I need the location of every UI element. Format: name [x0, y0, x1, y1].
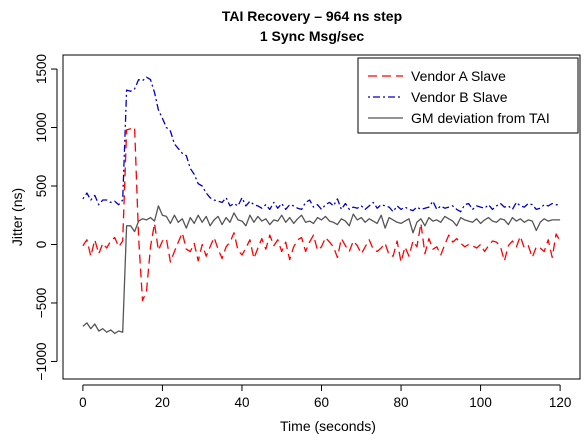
x-tick-label: 20	[155, 395, 170, 410]
x-tick-label: 60	[314, 395, 329, 410]
legend-label: Vendor A Slave	[411, 68, 506, 84]
y-axis: −1000 −500 0 500 1000 1500	[34, 54, 58, 380]
legend: Vendor A Slave Vendor B Slave GM deviation…	[357, 57, 579, 134]
series-line-gm-deviation-from-tai	[82, 205, 561, 335]
series-line-vendor-a-slave	[82, 126, 561, 302]
x-axis: 0 20 40 60 80 100 120	[79, 384, 572, 410]
plot-frame	[62, 54, 581, 380]
x-tick-label: 80	[394, 395, 409, 410]
y-tick-label: 1500	[34, 54, 49, 84]
y-axis-label: Jitter (ns)	[9, 188, 25, 246]
y-tick-label: 0	[34, 241, 49, 249]
chart-title: TAI Recovery – 964 ns step	[222, 8, 402, 24]
y-tick-label: 1000	[34, 112, 49, 142]
y-tick-label: 500	[34, 175, 49, 198]
x-axis-label: Time (seconds)	[280, 418, 376, 434]
x-tick-label: 120	[549, 395, 572, 410]
x-tick-label: 0	[79, 395, 87, 410]
series-line-vendor-b-slave	[82, 76, 561, 213]
chart-subtitle: 1 Sync Msg/sec	[260, 28, 364, 44]
x-tick-label: 100	[469, 395, 492, 410]
y-tick-label: −1000	[34, 342, 49, 380]
y-tick-label: −500	[34, 288, 49, 318]
legend-box	[357, 57, 579, 134]
series-layer	[82, 76, 561, 335]
legend-label: GM deviation from TAI	[411, 110, 550, 126]
legend-label: Vendor B Slave	[411, 89, 508, 105]
x-tick-label: 40	[234, 395, 249, 410]
